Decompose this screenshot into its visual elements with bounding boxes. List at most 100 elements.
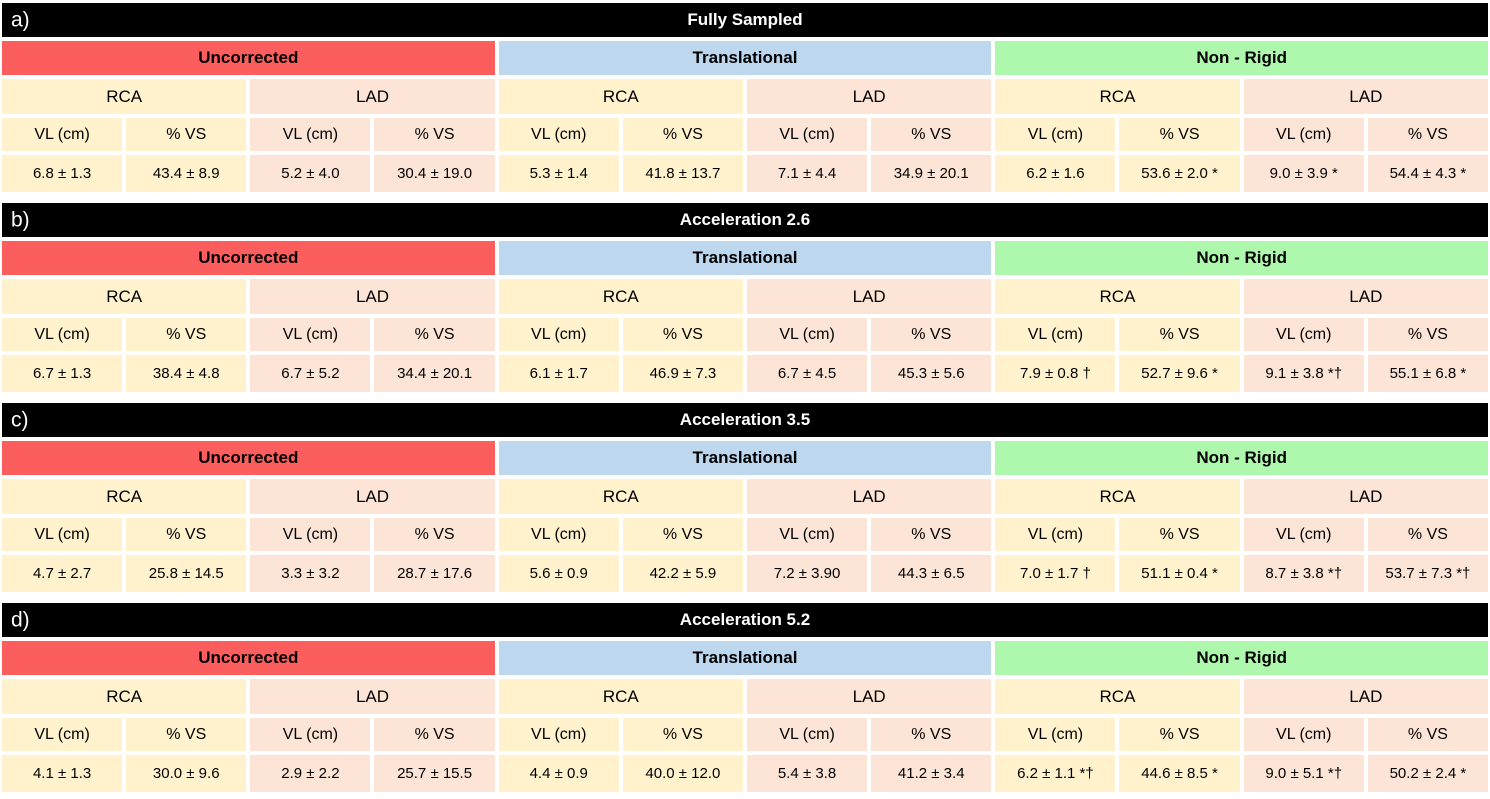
- metric-header-vl-cm: VL (cm): [746, 718, 868, 751]
- data-cell: 4.4 ± 0.9: [498, 755, 619, 792]
- metric-header-vs: % VS: [622, 718, 743, 751]
- vessel-header-lad: LAD: [746, 79, 992, 114]
- panel-label: c): [11, 408, 29, 432]
- metric-header-vs: % VS: [374, 118, 495, 151]
- data-cell: 30.4 ± 19.0: [374, 155, 495, 192]
- table-grid: Uncorrected Translational Non - Rigid RCA LA…: [2, 441, 1488, 592]
- metric-header-vs: % VS: [622, 118, 743, 151]
- data-cell: 44.3 ± 6.5: [871, 555, 992, 592]
- vessel-header-lad: LAD: [250, 279, 495, 314]
- vessel-header-lad: LAD: [1243, 79, 1488, 114]
- data-cell: 6.8 ± 1.3: [2, 155, 123, 192]
- metric-header-vs: % VS: [1119, 518, 1240, 551]
- group-header-translational: Translational: [498, 441, 992, 475]
- panel-label: d): [11, 608, 30, 632]
- metric-header-vl-cm: VL (cm): [2, 318, 123, 351]
- table-title-bar: c) Acceleration 3.5: [2, 403, 1488, 437]
- metric-header-vs: % VS: [126, 518, 247, 551]
- vessel-header-rca: RCA: [995, 479, 1240, 514]
- metric-header-vs: % VS: [374, 518, 495, 551]
- vessel-header-lad: LAD: [250, 479, 495, 514]
- data-cell: 6.7 ± 5.2: [250, 355, 371, 392]
- vessel-header-rca: RCA: [2, 279, 247, 314]
- metric-header-vl-cm: VL (cm): [498, 318, 619, 351]
- data-cell: 7.2 ± 3.90: [746, 555, 868, 592]
- data-cell: 44.6 ± 8.5 *: [1119, 755, 1240, 792]
- data-cell: 6.2 ± 1.1 *†: [995, 755, 1116, 792]
- data-cell: 25.7 ± 15.5: [374, 755, 495, 792]
- vessel-header-lad: LAD: [250, 79, 495, 114]
- metric-header-vl-cm: VL (cm): [2, 118, 123, 151]
- vessel-header-rca: RCA: [498, 79, 743, 114]
- metric-header-vl-cm: VL (cm): [1243, 118, 1364, 151]
- data-cell: 46.9 ± 7.3: [622, 355, 743, 392]
- group-header-non-rigid: Non - Rigid: [995, 41, 1488, 75]
- vessel-header-lad: LAD: [250, 679, 495, 714]
- metric-header-vl-cm: VL (cm): [746, 518, 868, 551]
- group-header-uncorrected: Uncorrected: [2, 41, 495, 75]
- metric-header-vl-cm: VL (cm): [498, 718, 619, 751]
- vessel-header-rca: RCA: [498, 479, 743, 514]
- data-cell: 6.7 ± 4.5: [746, 355, 868, 392]
- data-cell: 6.2 ± 1.6: [995, 155, 1116, 192]
- vessel-header-rca: RCA: [498, 679, 743, 714]
- metric-header-vl-cm: VL (cm): [995, 718, 1116, 751]
- table-title-bar: d) Acceleration 5.2: [2, 603, 1488, 637]
- metric-header-vl-cm: VL (cm): [1243, 718, 1364, 751]
- data-cell: 30.0 ± 9.6: [126, 755, 247, 792]
- metric-header-vs: % VS: [126, 118, 247, 151]
- metric-header-vs: % VS: [871, 718, 992, 751]
- metric-header-vs: % VS: [126, 318, 247, 351]
- table-title-bar: b) Acceleration 2.6: [2, 203, 1488, 237]
- data-cell: 5.3 ± 1.4: [498, 155, 619, 192]
- data-cell: 6.1 ± 1.7: [498, 355, 619, 392]
- data-cell: 28.7 ± 17.6: [374, 555, 495, 592]
- vessel-header-lad: LAD: [1243, 679, 1488, 714]
- vessel-header-rca: RCA: [2, 479, 247, 514]
- metric-header-vl-cm: VL (cm): [995, 118, 1116, 151]
- table-grid: Uncorrected Translational Non - Rigid RCA LA…: [2, 241, 1488, 392]
- data-cell: 54.4 ± 4.3 *: [1367, 155, 1488, 192]
- group-header-uncorrected: Uncorrected: [2, 441, 495, 475]
- vessel-header-rca: RCA: [995, 679, 1240, 714]
- table-title: Acceleration 2.6: [679, 210, 811, 229]
- vessel-header-lad: LAD: [746, 679, 992, 714]
- metric-header-vs: % VS: [1367, 718, 1488, 751]
- data-cell: 6.7 ± 1.3: [2, 355, 123, 392]
- metric-header-vl-cm: VL (cm): [250, 718, 371, 751]
- data-cell: 8.7 ± 3.8 *†: [1243, 555, 1364, 592]
- group-header-non-rigid: Non - Rigid: [995, 241, 1488, 275]
- metric-header-vl-cm: VL (cm): [2, 718, 123, 751]
- table-panel-b: b) Acceleration 2.6 Uncorrected Translati…: [2, 203, 1488, 392]
- data-cell: 7.0 ± 1.7 †: [995, 555, 1116, 592]
- data-cell: 41.2 ± 3.4: [871, 755, 992, 792]
- vessel-header-rca: RCA: [995, 279, 1240, 314]
- group-header-uncorrected: Uncorrected: [2, 641, 495, 675]
- metric-header-vs: % VS: [1367, 518, 1488, 551]
- metric-header-vs: % VS: [1119, 718, 1240, 751]
- table-panel-c: c) Acceleration 3.5 Uncorrected Translati…: [2, 403, 1488, 592]
- vessel-header-rca: RCA: [498, 279, 743, 314]
- data-cell: 25.8 ± 14.5: [126, 555, 247, 592]
- metric-header-vs: % VS: [871, 518, 992, 551]
- group-header-translational: Translational: [498, 241, 992, 275]
- data-cell: 4.7 ± 2.7: [2, 555, 123, 592]
- metric-header-vl-cm: VL (cm): [498, 518, 619, 551]
- metric-header-vs: % VS: [1367, 318, 1488, 351]
- data-cell: 9.0 ± 3.9 *: [1243, 155, 1364, 192]
- data-cell: 55.1 ± 6.8 *: [1367, 355, 1488, 392]
- data-cell: 4.1 ± 1.3: [2, 755, 123, 792]
- data-cell: 42.2 ± 5.9: [622, 555, 743, 592]
- data-cell: 7.9 ± 0.8 †: [995, 355, 1116, 392]
- data-cell: 5.4 ± 3.8: [746, 755, 868, 792]
- metric-header-vl-cm: VL (cm): [250, 318, 371, 351]
- vessel-header-rca: RCA: [2, 79, 247, 114]
- table-panel-a: a) Fully Sampled Uncorrected Translationa…: [2, 3, 1488, 192]
- group-header-translational: Translational: [498, 41, 992, 75]
- data-cell: 45.3 ± 5.6: [871, 355, 992, 392]
- metric-header-vl-cm: VL (cm): [498, 118, 619, 151]
- data-cell: 7.1 ± 4.4: [746, 155, 868, 192]
- panel-label: a): [11, 8, 30, 32]
- metric-header-vs: % VS: [126, 718, 247, 751]
